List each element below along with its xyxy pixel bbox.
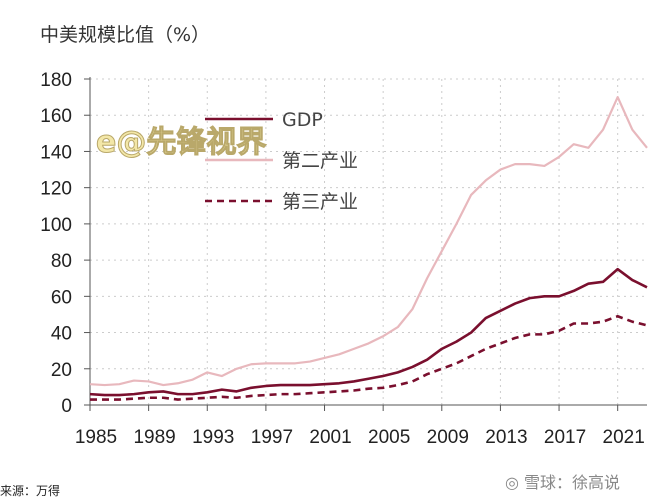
y-tick-label: 120 xyxy=(40,179,72,200)
y-tick-label: 0 xyxy=(61,396,72,417)
x-tick-label: 2005 xyxy=(368,427,410,448)
y-tick-label: 160 xyxy=(40,106,72,127)
x-tick-label: 2001 xyxy=(309,427,351,448)
y-tick-label: 40 xyxy=(51,324,72,345)
x-tick-label: 2009 xyxy=(427,427,469,448)
chart-title: 中美规模比值（%） xyxy=(40,24,211,46)
watermark: e@先锋视界 xyxy=(95,125,267,160)
y-tick-label: 60 xyxy=(51,287,72,308)
x-tick-label: 1997 xyxy=(251,427,293,448)
source-note: 来源：万得 xyxy=(0,484,61,498)
series-line-0 xyxy=(89,267,648,397)
series-line-2 xyxy=(90,314,648,401)
x-tick-label: 1989 xyxy=(133,427,175,448)
legend-label-1: 第二产业 xyxy=(282,150,358,172)
legend-label-2: 第三产业 xyxy=(282,191,358,213)
y-tick-label: 80 xyxy=(51,251,72,272)
y-tick-label: 100 xyxy=(40,215,72,236)
x-tick-label: 2021 xyxy=(603,427,645,448)
x-tick-label: 1985 xyxy=(75,427,117,448)
y-tick-label: 140 xyxy=(40,142,72,163)
x-tick-label: 2017 xyxy=(544,427,586,448)
x-tick-label: 2013 xyxy=(485,427,527,448)
series-line-1 xyxy=(89,96,648,387)
legend-label-0: GDP xyxy=(282,109,323,131)
x-tick-label: 1993 xyxy=(192,427,234,448)
credit-label: 雪球：徐高说 xyxy=(524,473,621,492)
credit-text: ◎ 雪球：徐高说 xyxy=(505,469,620,493)
snowball-logo-icon: ◎ xyxy=(505,473,525,492)
y-tick-label: 20 xyxy=(51,360,72,381)
y-tick-label: 180 xyxy=(40,70,72,91)
